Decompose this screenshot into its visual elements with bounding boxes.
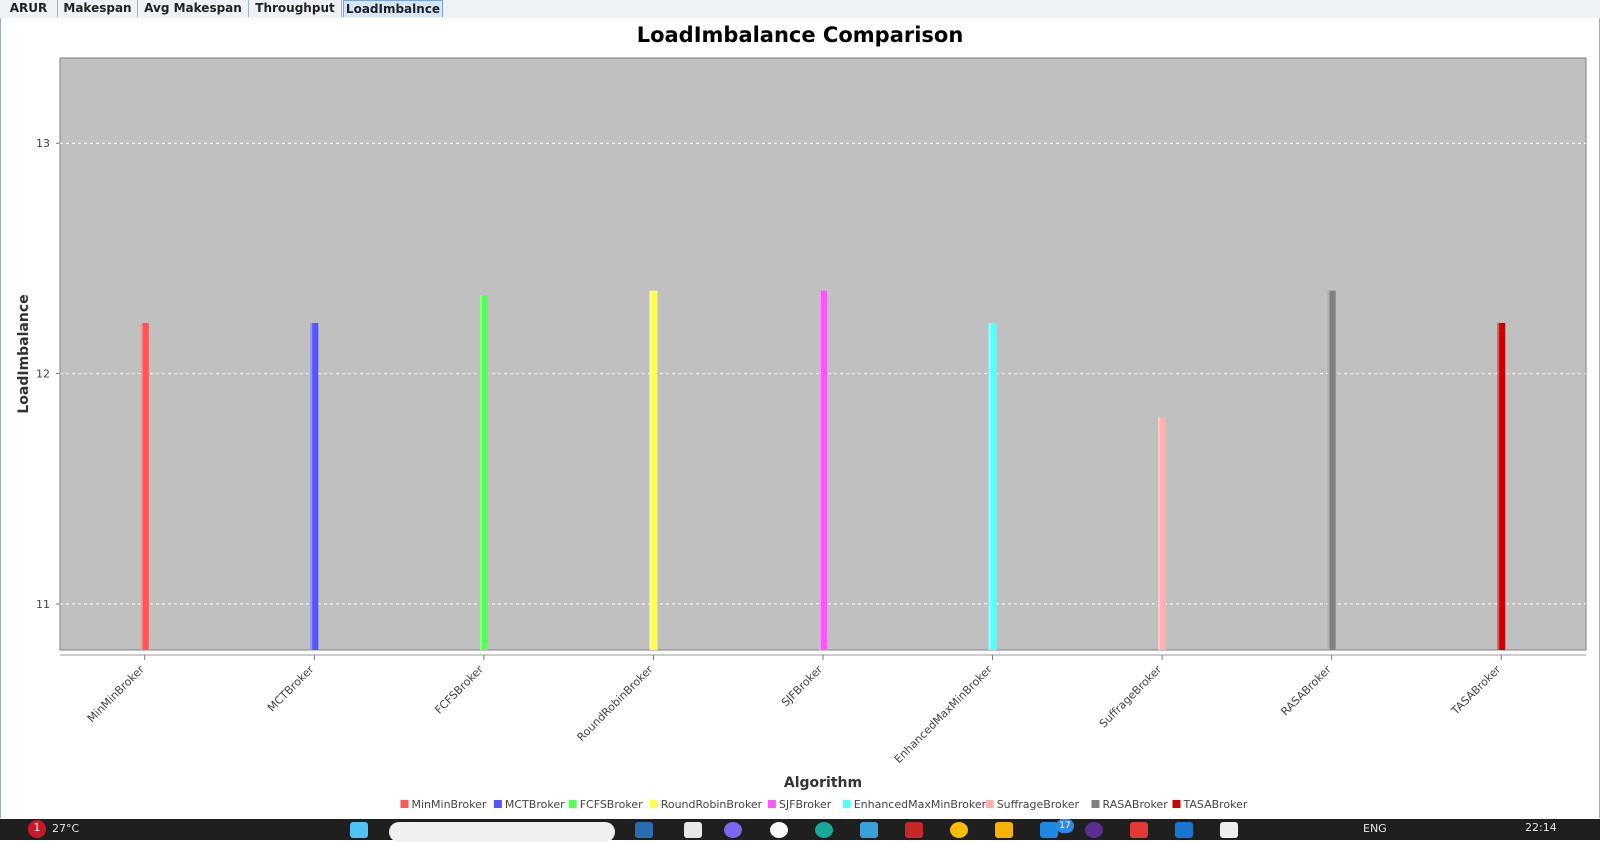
- tab-throughput[interactable]: Throughput: [249, 0, 342, 17]
- bar-fcfsbroker: [479, 295, 488, 650]
- bars: [140, 290, 1506, 650]
- x-tick-label: FCFSBroker: [432, 663, 486, 717]
- legend-swatch: [493, 800, 502, 808]
- bar-tasabroker: [1497, 322, 1506, 650]
- loadimbalance-chart: LoadImbalance Comparison 11 12 13 MinMinBr…: [16, 23, 1587, 811]
- tab-avg-makespan[interactable]: Avg Makespan: [138, 0, 249, 17]
- chat-icon[interactable]: [724, 822, 742, 838]
- legend-label: SuffrageBroker: [997, 798, 1080, 811]
- clock-time[interactable]: 22:14: [1525, 821, 1557, 834]
- x-tick-label: RoundRobinBroker: [575, 663, 656, 744]
- x-tick-label: TASABroker: [1448, 663, 1503, 718]
- bar-highlight: [310, 322, 313, 650]
- mail-icon[interactable]: [905, 822, 923, 838]
- legend-label: SJFBroker: [779, 798, 832, 811]
- eclipse-icon[interactable]: [1085, 822, 1103, 838]
- file-explorer-icon[interactable]: [995, 822, 1013, 838]
- legend-swatch: [568, 800, 577, 808]
- legend-swatch: [400, 800, 409, 808]
- taskbar: 1 27°C 17 ENG 22:14: [0, 819, 1600, 842]
- legend-label: MinMinBroker: [412, 798, 487, 811]
- tab-arur[interactable]: ARUR: [0, 0, 58, 17]
- legend-swatch: [1172, 800, 1181, 808]
- x-tick-label: SuffrageBroker: [1097, 663, 1165, 731]
- legend-swatch: [985, 800, 994, 808]
- chart-title: LoadImbalance Comparison: [637, 23, 964, 47]
- x-axis-label: Algorithm: [784, 775, 862, 791]
- legend-swatch: [767, 800, 776, 808]
- y-axis-ticks: 11 12 13: [36, 137, 60, 611]
- y-tick-label: 11: [36, 598, 50, 611]
- bar-highlight: [479, 295, 482, 650]
- bar-enhancedmaxminbroker: [988, 322, 997, 650]
- x-axis-ticks: MinMinBroker MCTBroker FCFSBroker RoundRobi…: [85, 655, 1504, 766]
- bar-suffragebroker: [1158, 417, 1167, 650]
- legend-label: TASABroker: [1183, 798, 1248, 811]
- x-tick-label: SJFBroker: [779, 663, 826, 710]
- legend-swatch: [1091, 800, 1100, 808]
- bar-highlight: [1327, 290, 1330, 650]
- legend: MinMinBroker MCTBroker FCFSBroker RoundRobi…: [400, 798, 1248, 811]
- bar-highlight: [1497, 322, 1500, 650]
- y-tick-label: 12: [36, 368, 50, 381]
- tab-makespan[interactable]: Makespan: [58, 0, 138, 17]
- bar-highlight: [819, 290, 821, 650]
- y-axis-label: LoadImbalance: [16, 294, 32, 413]
- bar-rasabroker: [1327, 290, 1336, 650]
- clock-app-icon[interactable]: [770, 822, 788, 838]
- y-tick-label: 13: [36, 137, 50, 150]
- acrobat-icon[interactable]: [1130, 822, 1148, 838]
- edge-browser-icon[interactable]: [815, 822, 833, 838]
- bar-highlight: [988, 322, 991, 650]
- chrome-icon[interactable]: [950, 822, 968, 838]
- start-menu-icon[interactable]: [350, 822, 368, 838]
- x-tick-label: MCTBroker: [265, 663, 317, 715]
- task-view-icon[interactable]: [635, 822, 653, 838]
- vscode-icon[interactable]: [1175, 822, 1193, 838]
- legend-swatch: [842, 800, 851, 808]
- x-tick-label: MinMinBroker: [85, 663, 147, 725]
- bar-minminbroker: [140, 322, 149, 650]
- bar-mctbroker: [310, 322, 319, 650]
- notepad-icon[interactable]: [684, 822, 702, 838]
- notification-badge: 17: [1056, 819, 1074, 833]
- java-app-icon[interactable]: [1220, 822, 1238, 838]
- legend-label: RASABroker: [1103, 798, 1169, 811]
- weather-alert-icon[interactable]: [28, 820, 46, 838]
- store-icon[interactable]: [860, 822, 878, 838]
- tab-loadimbalance[interactable]: LoadImbalnce: [343, 0, 443, 17]
- bar-sjfbroker: [819, 290, 827, 650]
- legend-swatch: [649, 800, 658, 808]
- bar-highlight: [649, 290, 652, 650]
- weather-temperature[interactable]: 27°C: [52, 822, 80, 835]
- legend-label: RoundRobinBroker: [661, 798, 763, 811]
- outlook-icon[interactable]: [1040, 822, 1058, 838]
- bar-highlight: [140, 322, 143, 650]
- bar-roundrobinbroker: [649, 290, 658, 650]
- tab-bar: ARUR Makespan Avg Makespan Throughput Lo…: [0, 0, 1600, 19]
- bar-highlight: [1158, 417, 1161, 650]
- legend-label: EnhancedMaxMinBroker: [854, 798, 987, 811]
- x-tick-label: EnhancedMaxMinBroker: [892, 663, 995, 766]
- taskbar-search-box[interactable]: [389, 822, 615, 842]
- weather-alert-count: 1: [33, 821, 41, 834]
- language-indicator[interactable]: ENG: [1363, 822, 1387, 835]
- legend-label: FCFSBroker: [580, 798, 643, 811]
- x-tick-label: RASABroker: [1278, 663, 1334, 719]
- legend-label: MCTBroker: [505, 798, 565, 811]
